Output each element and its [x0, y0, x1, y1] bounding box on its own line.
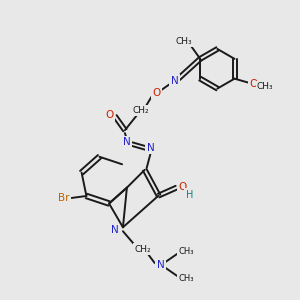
Text: N: N	[171, 76, 178, 85]
Text: CH₂: CH₂	[134, 244, 151, 253]
Text: O: O	[249, 79, 257, 88]
Text: CH₃: CH₃	[178, 274, 194, 283]
Text: CH₃: CH₃	[175, 37, 192, 46]
Text: O: O	[105, 110, 113, 120]
Text: CH₃: CH₃	[178, 247, 194, 256]
Text: N: N	[123, 137, 131, 147]
Text: N: N	[147, 143, 154, 153]
Text: Br: Br	[58, 193, 69, 203]
Text: H: H	[186, 190, 193, 200]
Text: N: N	[157, 260, 164, 270]
Text: O: O	[178, 182, 187, 192]
Text: CH₂: CH₂	[133, 106, 149, 115]
Text: N: N	[111, 225, 119, 235]
Text: CH₃: CH₃	[257, 82, 274, 91]
Text: O: O	[152, 88, 161, 98]
